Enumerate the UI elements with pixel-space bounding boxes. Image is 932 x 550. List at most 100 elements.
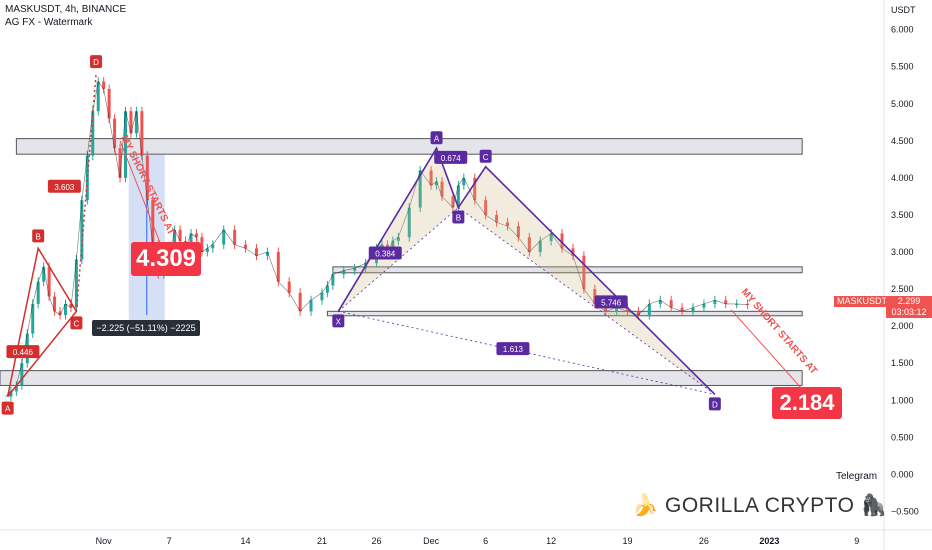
y-tick-label: 3.000 [891,247,914,257]
x-tick-label: 6 [483,536,488,546]
xabcd-legs [337,146,716,395]
current-price-tag: 2.299 03:03:12 [886,296,932,318]
candle-body [309,300,313,312]
candle-body [560,233,564,249]
candle-body [102,81,106,89]
xabcd-point-label-bg [708,397,721,411]
candle-body [145,155,149,201]
candle-body [200,237,204,253]
support-resistance-zone [0,370,803,386]
y-tick-label: 5.500 [891,62,914,72]
y-tick-label: 6.000 [891,25,914,35]
candle-body [538,240,542,253]
candle-body [244,244,248,249]
abcd-leg-ac [7,311,77,397]
candle-body [96,81,100,112]
candle-body [134,111,138,134]
brand-text: GORILLA CRYPTO [665,494,855,517]
candle-body [58,311,62,316]
candle-body [702,303,706,308]
candle-body [85,155,89,201]
candle-body [582,255,586,290]
x-tick-label: 26 [372,536,382,546]
x-tick-label: 9 [854,536,859,546]
candle-body [669,300,673,308]
candle-body [140,111,144,156]
abcd-point-label: C [74,319,80,328]
candle-body [287,281,291,293]
candle-body [418,170,422,208]
x-tick-label: 12 [546,536,556,546]
xabcd-point-label: D [712,400,718,409]
xabcd-point-label: A [434,134,440,143]
candle-body [647,303,651,316]
xabcd-xd [338,310,715,395]
candle-body [571,248,575,256]
abcd-ratio-label: 0.446 [13,348,34,357]
candle-body [380,244,384,249]
candle-body [462,177,466,186]
abcd-point-label-bg [70,316,83,330]
support-resistance-zone [15,138,803,155]
x-tick-label: 21 [317,536,327,546]
abcd-leg [6,246,78,398]
x-tick-label: Nov [96,536,113,546]
abcd-ratio-label-bg [47,179,81,193]
candle-body [36,281,40,304]
xabcd-point-label-bg [430,131,443,145]
candle-body [178,229,182,241]
telegram-link[interactable]: Telegram [836,471,878,482]
candle-body [265,252,269,256]
candle-body [254,248,258,256]
candle-body [53,296,57,312]
xabcd-point-label: X [336,317,342,326]
xabcd-point-label: B [456,214,461,223]
short-level-label-1: 4.309 [131,242,201,276]
current-symbol-tag: MASKUSDT [834,296,887,307]
short-guide-2 [730,309,803,390]
candle-body [658,300,662,304]
candle-body [484,200,488,215]
candle-body [63,303,67,316]
abcd-point-label-bg [32,229,45,243]
abcd-point-label: A [5,405,11,414]
candle-body [320,292,324,301]
xabcd-fill-2 [458,166,715,395]
candle-body [615,307,619,312]
bar-countdown: 03:03:12 [891,307,927,317]
candle-body [113,118,117,149]
candle-body [91,111,95,156]
y-tick-label: 3.500 [891,210,914,220]
candle-body [124,111,128,178]
abcd-point-label-bg [90,55,103,69]
candle-body [118,148,122,178]
candle-body [80,200,84,260]
candle-body [626,307,630,312]
xabcd-ratio-label-bg [434,150,468,164]
candle-body [205,248,209,253]
candle-body [456,185,460,208]
xabcd-ratio-label: 5.746 [601,298,622,307]
y-tick-label: 4.000 [891,173,914,183]
y-tick-label: 4.500 [891,136,914,146]
candle-body [222,229,226,245]
x-tick-label: 14 [241,536,251,546]
abcd-point-label: B [36,232,41,241]
candle-body [396,237,400,241]
candle-body [42,266,46,282]
candle-body [74,259,78,308]
candle-body [233,229,237,245]
xabcd-point-label-bg [452,210,465,224]
xabcd-point-label: C [483,153,489,162]
candle-body [391,240,395,253]
currency-label: USDT [891,5,916,15]
candle-body [342,270,346,275]
y-tick-label: −0.500 [891,506,919,516]
abcd-point-label-bg [1,401,14,415]
chart-subtitle: AG FX - Watermark [5,17,93,28]
candle-body [735,303,739,305]
candle-body [440,181,444,197]
brand-watermark: 🍌 GORILLA CRYPTO 🦍 [632,494,887,518]
y-tick-label: 2.000 [891,321,914,331]
